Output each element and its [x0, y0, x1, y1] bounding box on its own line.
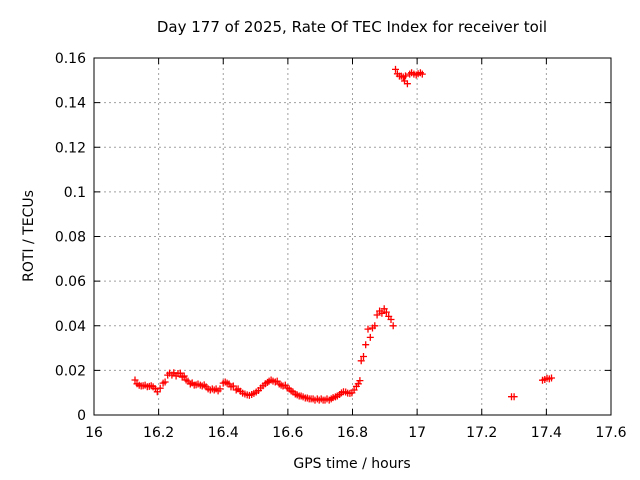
- y-tick-label: 0.14: [55, 96, 86, 112]
- y-tick-label: 0.1: [64, 185, 86, 201]
- data-points: [131, 65, 555, 404]
- x-tick-label: 16.6: [272, 425, 303, 441]
- y-tick-label: 0.08: [55, 230, 86, 246]
- x-tick-label: 17.6: [595, 425, 626, 441]
- x-tick-label: 17.4: [531, 425, 562, 441]
- y-tick-label: 0.06: [55, 274, 86, 290]
- plot-border: [93, 57, 612, 416]
- x-tick-label: 17.2: [466, 425, 497, 441]
- roti-plus-markers: [131, 65, 555, 404]
- x-tick-labels: 16 16.2 16.4 16.6 16.8 17 17.2 17.4 17.6: [85, 425, 627, 441]
- y-axis-label: ROTI / TECUs: [21, 190, 37, 282]
- x-tick-label: 16.2: [143, 425, 174, 441]
- x-tick-label: 16: [85, 425, 103, 441]
- grid-lines: [94, 58, 611, 415]
- y-tick-labels: 0 0.02 0.04 0.06 0.08 0.1 0.12 0.14 0.16: [55, 51, 86, 424]
- x-tick-label: 16.8: [337, 425, 368, 441]
- x-tick-label: 16.4: [208, 425, 239, 441]
- x-tick-label: 17: [408, 425, 426, 441]
- y-tick-label: 0.16: [55, 51, 86, 67]
- y-tick-label: 0.12: [55, 140, 86, 156]
- axis-tick-marks: [93, 57, 612, 416]
- x-axis-label: GPS time / hours: [293, 456, 410, 472]
- y-tick-label: 0.04: [55, 319, 86, 335]
- chart-title: Day 177 of 2025, Rate Of TEC Index for r…: [157, 18, 547, 36]
- y-tick-label: 0.02: [55, 363, 86, 379]
- y-tick-label: 0: [77, 408, 86, 424]
